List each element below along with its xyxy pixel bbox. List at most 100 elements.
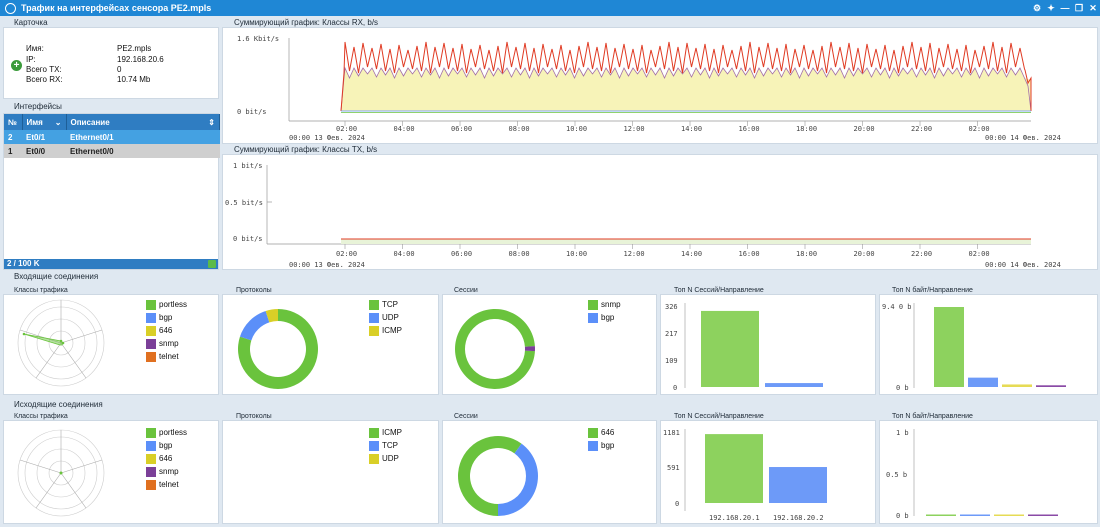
outgoing-title: Исходящие соединения xyxy=(14,400,103,409)
legend-item[interactable]: 646 xyxy=(146,452,187,465)
bar[interactable] xyxy=(1002,384,1032,387)
legend-item[interactable]: snmp xyxy=(146,465,187,478)
sort-icon[interactable]: ⇕ xyxy=(208,117,215,127)
legend-item[interactable]: ICMP xyxy=(369,426,402,439)
bar[interactable] xyxy=(960,514,990,517)
legend-item[interactable]: 646 xyxy=(146,324,187,337)
table-row[interactable]: 1 Et0/0 Ethernet0/0 xyxy=(4,144,220,158)
bar[interactable] xyxy=(1036,385,1066,387)
card-value-name: PE2.mpls xyxy=(117,44,152,53)
window-titlebar: Трафик на интерфейсах сенсора PE2.mpls ⚙… xyxy=(0,0,1100,16)
donut-slice-UDP[interactable] xyxy=(239,310,270,341)
sort-desc-icon[interactable]: ⌄ xyxy=(54,117,62,127)
donut-slice-TCP[interactable] xyxy=(238,309,318,389)
bar[interactable] xyxy=(926,514,956,517)
restore-icon[interactable]: ❐ xyxy=(1074,2,1084,13)
in-protocols-legend: TCP UDP ICMP xyxy=(369,298,402,337)
in-radar-area xyxy=(23,333,64,346)
in-topn-bytes-title: Топ N байт/Направление xyxy=(892,287,973,294)
bar[interactable] xyxy=(934,307,964,387)
legend-item[interactable]: ICMP xyxy=(369,324,402,337)
out-radar-chart xyxy=(17,429,105,517)
donut-slice-snmp[interactable] xyxy=(455,309,535,389)
legend-item[interactable]: snmp xyxy=(146,337,187,350)
donut-slice-bgp[interactable] xyxy=(498,443,538,516)
svg-text:217: 217 xyxy=(665,330,678,338)
legend-item[interactable]: bgp xyxy=(588,311,621,324)
x-tick-label: 04:00 xyxy=(394,125,415,133)
x-tick-label: 10:00 xyxy=(566,125,587,133)
app-logo-icon xyxy=(5,2,16,14)
out-sessions-legend: 646 bgp xyxy=(588,426,614,452)
in-protocols-donut xyxy=(238,309,318,389)
svg-text:326: 326 xyxy=(665,303,678,311)
out-topn-sessions-title: Топ N Сессий/Направление xyxy=(674,413,764,420)
svg-text:591: 591 xyxy=(667,464,680,472)
card-label-name: Имя: xyxy=(26,44,44,53)
legend-item[interactable]: bgp xyxy=(146,439,187,452)
close-icon[interactable]: ✕ xyxy=(1089,2,1097,13)
legend-item[interactable]: snmp xyxy=(588,298,621,311)
in-topn-sessions-panel: 326 217 109 0 xyxy=(660,294,876,395)
x-tick-label: 16:00 xyxy=(739,250,760,258)
add-icon[interactable]: + xyxy=(11,60,22,71)
donut-slice-646[interactable] xyxy=(458,436,522,516)
bar[interactable] xyxy=(1028,514,1058,517)
col-desc-header[interactable]: Описание ⇕ xyxy=(66,114,220,130)
legend-item[interactable]: telnet xyxy=(146,350,187,363)
legend-item[interactable]: UDP xyxy=(369,311,402,324)
in-protocols-panel: TCP UDP ICMP xyxy=(222,294,439,395)
in-classes-legend: portless bgp 646 snmp telnet xyxy=(146,298,187,363)
rx-area-fill xyxy=(341,68,1031,111)
in-classes-panel: portless bgp 646 snmp telnet xyxy=(3,294,219,395)
rx-y-tick-max: 1.6 Kbit/s xyxy=(237,35,279,43)
col-name-header[interactable]: Имя ⌄ xyxy=(22,114,67,130)
bar[interactable] xyxy=(705,434,763,503)
legend-item[interactable]: telnet xyxy=(146,478,187,491)
rx-series-red xyxy=(340,41,1032,112)
legend-item[interactable]: 646 xyxy=(588,426,614,439)
in-sessions-title: Сессии xyxy=(454,287,478,294)
x-tick-label: 02:00 xyxy=(336,125,357,133)
interfaces-panel: № Имя ⌄ Описание ⇕ 2 Et0/1 Ethernet0/1 1… xyxy=(3,113,220,270)
col-num-header[interactable]: № xyxy=(4,114,23,130)
legend-item[interactable]: bgp xyxy=(588,439,614,452)
minimize-icon[interactable]: — xyxy=(1060,3,1070,13)
rx-date-left: 00:00 13 Фев. 2024 xyxy=(289,134,365,142)
legend-item[interactable]: TCP xyxy=(369,298,402,311)
cell-num: 2 xyxy=(4,130,22,144)
legend-item[interactable]: portless xyxy=(146,298,187,311)
legend-item[interactable]: UDP xyxy=(369,452,402,465)
tx-y-tick-1: 1 bit/s xyxy=(233,162,263,170)
card-value-tx: 0 xyxy=(117,65,122,74)
tx-date-left: 00:00 13 Фев. 2024 xyxy=(289,261,365,269)
legend-item[interactable]: TCP xyxy=(369,439,402,452)
out-classes-panel: portless bgp 646 snmp telnet xyxy=(3,420,219,524)
check-icon[interactable] xyxy=(208,260,216,268)
svg-text:109: 109 xyxy=(665,357,678,365)
bar[interactable] xyxy=(968,377,998,387)
x-tick-label: 16:00 xyxy=(739,125,760,133)
pin-icon[interactable]: ✦ xyxy=(1047,2,1055,13)
x-tick-label: 22:00 xyxy=(911,125,932,133)
table-row[interactable]: 2 Et0/1 Ethernet0/1 xyxy=(4,130,220,144)
donut-slice-ICMP[interactable] xyxy=(265,309,278,323)
bar[interactable] xyxy=(765,383,823,387)
out-protocols-panel: ICMP TCP UDP xyxy=(222,420,439,524)
in-topn-bytes-panel: 9.4 0 b 0 b xyxy=(879,294,1098,395)
out-sessions-donut xyxy=(458,436,538,516)
rx-chart-title: Суммирующий график: Классы RX, b/s xyxy=(234,18,379,27)
x-tick-label: 20:00 xyxy=(854,125,875,133)
out-topn-bytes-title: Топ N байт/Направление xyxy=(892,413,973,420)
rx-date-right: 00:00 14 Фев. 2024 xyxy=(985,134,1061,142)
donut-slice-bgp[interactable] xyxy=(524,346,535,352)
bar[interactable] xyxy=(994,514,1024,517)
legend-item[interactable]: portless xyxy=(146,426,187,439)
settings-icon[interactable]: ⚙ xyxy=(1032,2,1042,13)
bar[interactable] xyxy=(701,310,759,387)
bar[interactable] xyxy=(769,467,827,503)
rx-chart: 1.6 Kbit/s 0 bit/s 02:00 04:00 06:00 08:00 1… xyxy=(237,35,1061,142)
legend-item[interactable]: bgp xyxy=(146,311,187,324)
in-topn-sessions-title: Топ N Сессий/Направление xyxy=(674,287,764,294)
x-tick-label: 10:00 xyxy=(566,250,587,258)
